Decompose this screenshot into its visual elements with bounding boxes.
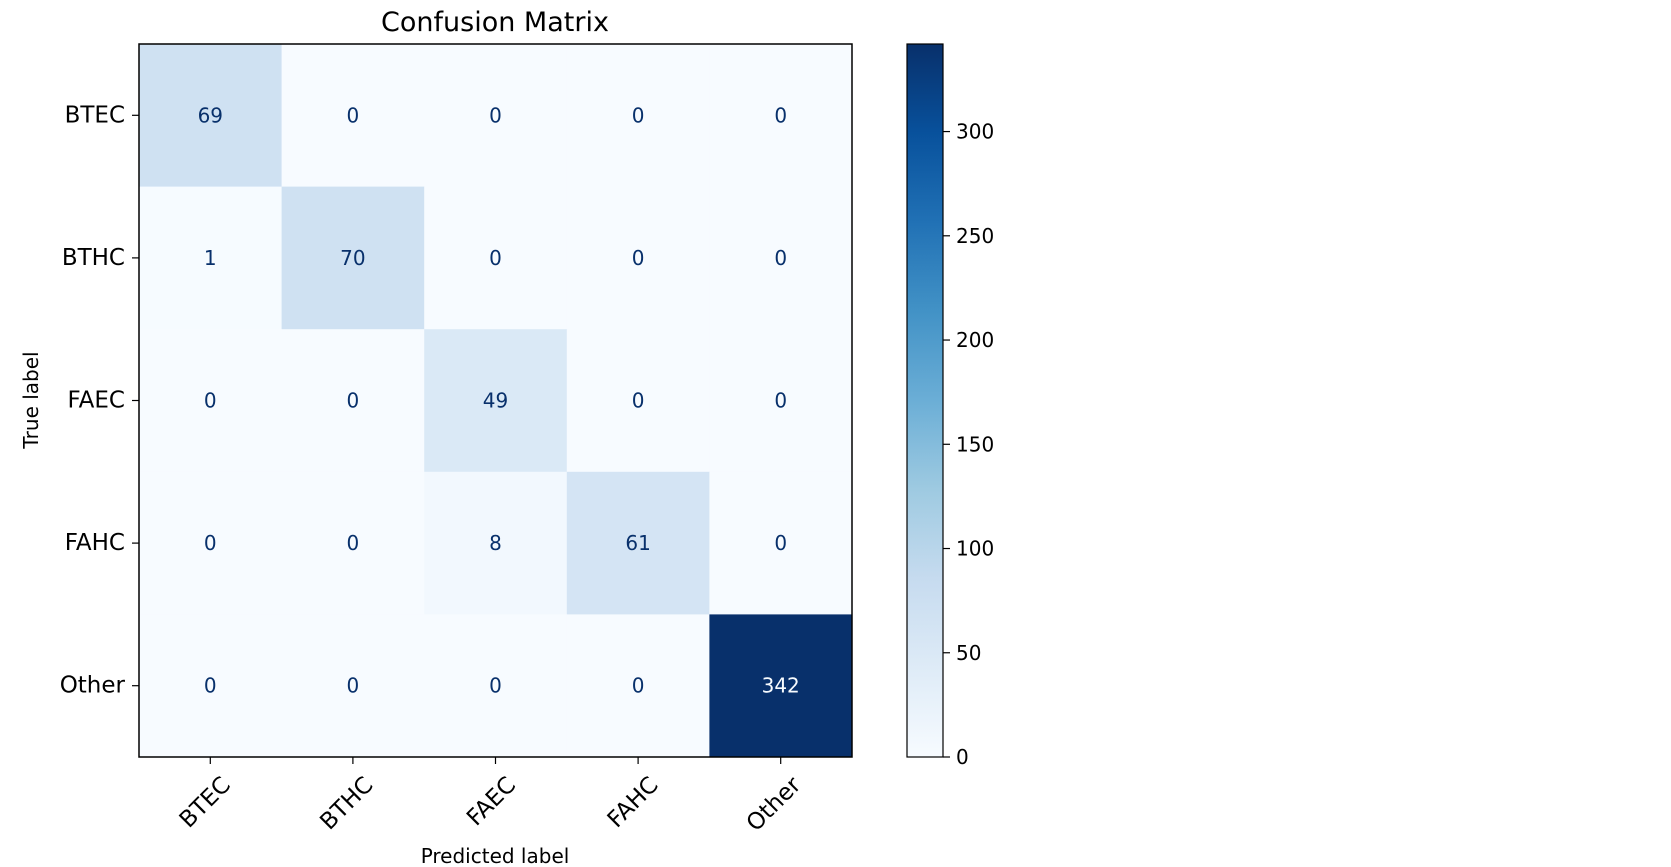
colorbar (906, 43, 944, 758)
heatmap-cell (566, 614, 710, 758)
heatmap-cell-labels: 69 0 0 0 0 1 70 0 0 0 0 0 49 0 0 0 0 8 61 0 0 0 0 0 342 (198, 103, 800, 697)
chart-title: Confusion Matrix (381, 7, 609, 38)
colorbar-tick-label: 100 (956, 537, 994, 561)
heatmap-cell (139, 44, 283, 188)
cell-value-label: 0 (347, 674, 360, 698)
cell-value-label: 0 (489, 674, 502, 698)
cell-value-label: 0 (347, 389, 360, 413)
cell-value-label: 0 (632, 389, 645, 413)
cell-value-label: 0 (347, 103, 360, 127)
heatmap-cell (424, 614, 568, 758)
heatmap-cell (424, 186, 568, 330)
heatmap-cell (709, 329, 853, 473)
x-tick-label: BTHC (315, 772, 378, 835)
y-axis-label: True label (19, 351, 43, 449)
cell-value-label: 70 (340, 246, 365, 270)
cell-value-label: 69 (198, 103, 223, 127)
heatmap-cell (139, 614, 283, 758)
heatmap-cell (139, 471, 283, 615)
colorbar-tick-label: 250 (956, 224, 994, 248)
heatmap-cell (281, 44, 425, 188)
cell-value-label: 61 (625, 531, 650, 555)
heatmap-cells (139, 44, 853, 758)
heatmap-cell (566, 329, 710, 473)
heatmap-cell (424, 44, 568, 188)
y-tick-label: BTEC (65, 102, 125, 128)
cell-value-label: 8 (489, 531, 502, 555)
colorbar-tick-label: 50 (956, 641, 981, 665)
heatmap-cell (709, 44, 853, 188)
x-tick-label: BTEC (175, 772, 236, 833)
heatmap-cell (281, 329, 425, 473)
y-tick-label: FAHC (65, 530, 125, 556)
cell-value-label: 0 (774, 531, 787, 555)
y-axis: BTEC BTHC FAEC FAHC Other (60, 102, 139, 699)
colorbar-tick-label: 150 (956, 432, 994, 456)
heatmap-cell (139, 329, 283, 473)
y-tick-label: FAEC (68, 388, 125, 414)
cell-value-label: 0 (204, 389, 217, 413)
heatmap-cell (424, 329, 568, 473)
heatmap-cell (424, 471, 568, 615)
cell-value-label: 0 (204, 674, 217, 698)
y-tick-label: BTHC (62, 245, 125, 271)
heatmap-cell (139, 186, 283, 330)
heatmap-cell (709, 471, 853, 615)
cell-value-label: 0 (632, 246, 645, 270)
cell-value-label: 0 (632, 674, 645, 698)
colorbar-tick-label: 200 (956, 328, 994, 352)
cell-value-label: 0 (774, 389, 787, 413)
colorbar-tick-label: 0 (956, 745, 969, 769)
cell-value-label: 0 (347, 531, 360, 555)
y-tick-label: Other (60, 673, 126, 699)
cell-value-label: 1 (204, 246, 217, 270)
x-axis-label: Predicted label (421, 844, 570, 867)
cell-value-label: 0 (489, 103, 502, 127)
heatmap-cell (281, 471, 425, 615)
heatmap-cell (566, 44, 710, 188)
cell-value-label: 0 (632, 103, 645, 127)
cell-value-label: 0 (774, 103, 787, 127)
cell-value-label: 0 (489, 246, 502, 270)
heatmap-cell (281, 614, 425, 758)
cell-value-label: 0 (204, 531, 217, 555)
colorbar-tick-label: 300 (956, 120, 994, 144)
heatmap-cell (281, 186, 425, 330)
heatmap-cell (709, 186, 853, 330)
heatmap-cell (566, 471, 710, 615)
heatmap-cell (709, 614, 853, 758)
heatmap-cell (566, 186, 710, 330)
cell-value-label: 0 (774, 246, 787, 270)
x-tick-label: FAEC (462, 772, 521, 831)
cell-value-label: 49 (483, 389, 508, 413)
colorbar-axis: 0 50 100 150 200 250 300 (943, 120, 994, 769)
x-axis: BTEC BTHC FAEC FAHC Other (175, 757, 807, 837)
x-tick-label: FAHC (603, 772, 664, 833)
x-tick-label: Other (742, 772, 807, 837)
cell-value-label: 342 (762, 674, 800, 698)
